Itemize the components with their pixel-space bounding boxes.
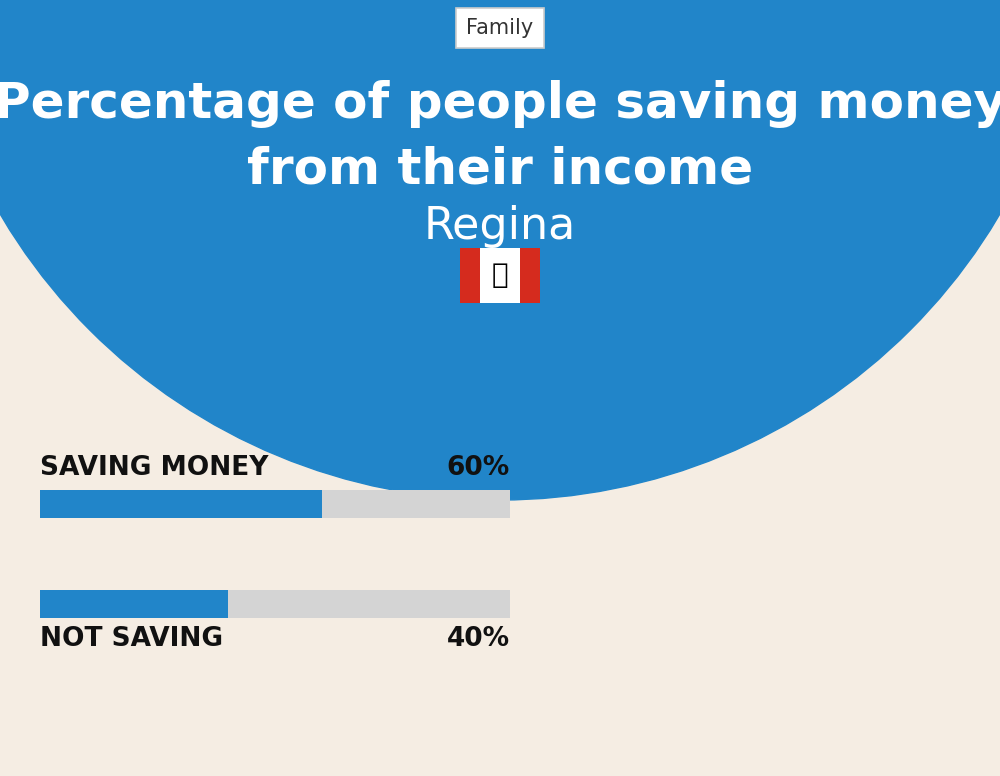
Text: 60%: 60%	[447, 455, 510, 481]
FancyBboxPatch shape	[40, 490, 510, 518]
FancyBboxPatch shape	[40, 490, 322, 518]
FancyBboxPatch shape	[40, 590, 228, 618]
Text: SAVING MONEY: SAVING MONEY	[40, 455, 268, 481]
Text: Family: Family	[466, 18, 534, 38]
Circle shape	[0, 0, 1000, 500]
Text: Percentage of people saving money: Percentage of people saving money	[0, 80, 1000, 128]
FancyBboxPatch shape	[520, 248, 540, 303]
FancyBboxPatch shape	[460, 248, 540, 303]
FancyBboxPatch shape	[40, 590, 510, 618]
Text: Regina: Regina	[424, 205, 576, 248]
Text: 🍁: 🍁	[492, 262, 508, 289]
Text: from their income: from their income	[247, 145, 753, 193]
FancyBboxPatch shape	[460, 248, 480, 303]
Text: 40%: 40%	[447, 626, 510, 652]
Text: NOT SAVING: NOT SAVING	[40, 626, 223, 652]
